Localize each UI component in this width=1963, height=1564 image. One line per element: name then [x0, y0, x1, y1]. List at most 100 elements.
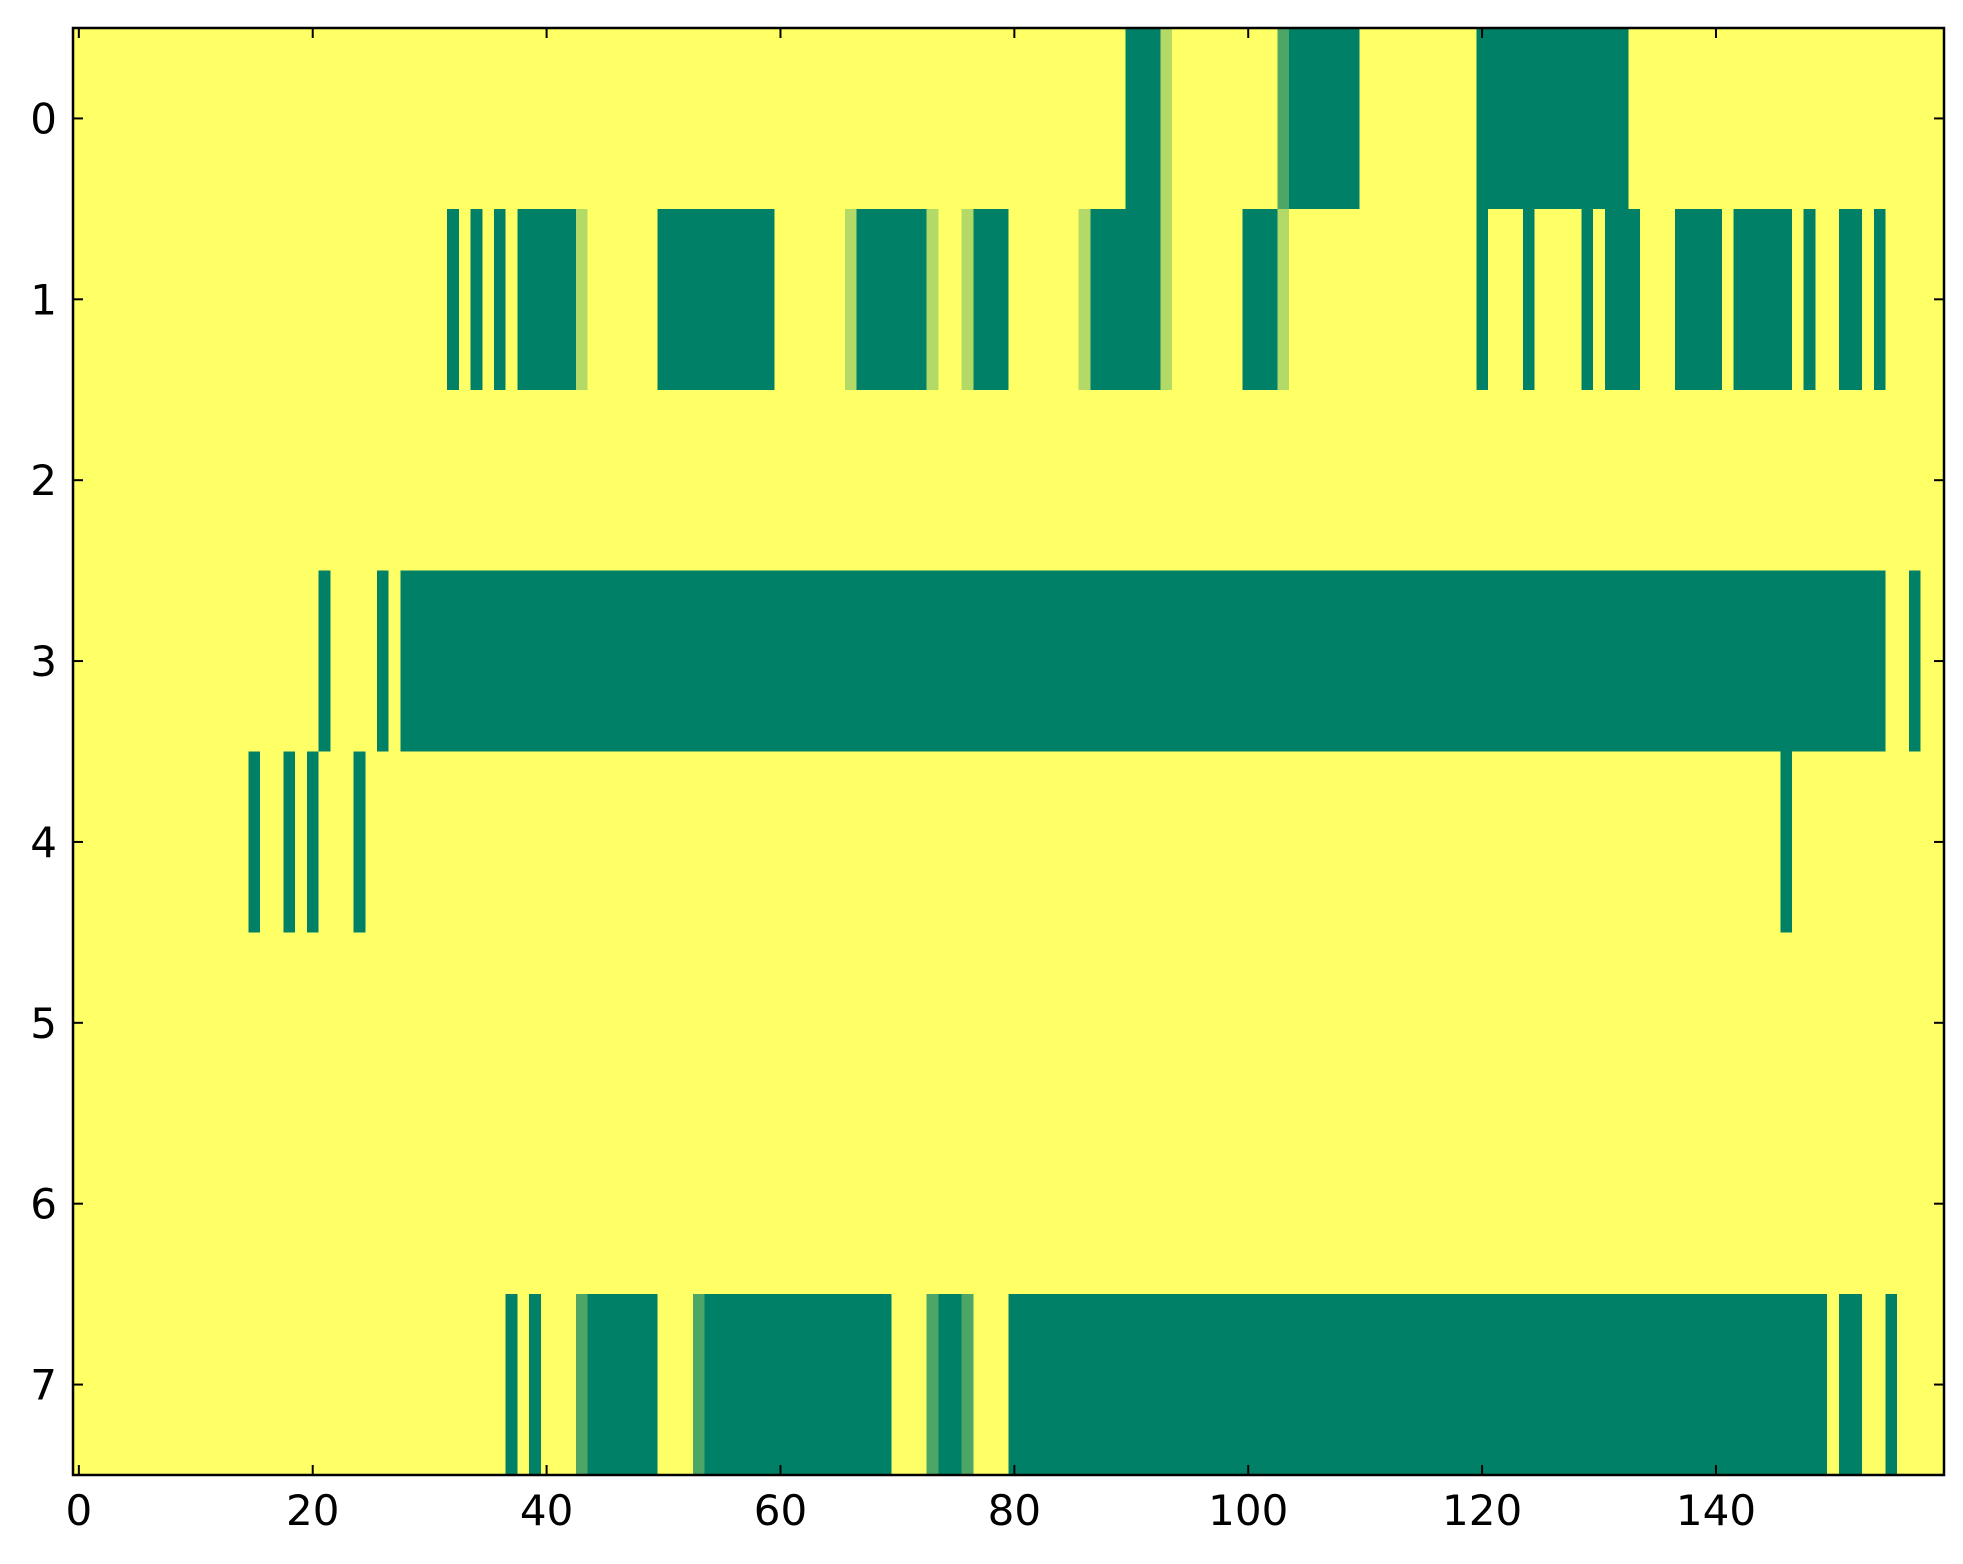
cell	[950, 1294, 963, 1476]
cell	[1254, 389, 1267, 572]
cell	[178, 751, 191, 933]
cell	[1698, 389, 1711, 572]
cell	[1651, 1294, 1664, 1476]
cell	[1102, 751, 1115, 933]
cell	[1791, 208, 1805, 391]
cell	[1476, 751, 1489, 933]
cell	[1745, 1294, 1758, 1476]
cell	[306, 1113, 320, 1295]
cell	[833, 389, 846, 572]
cell	[1207, 389, 1220, 572]
cell	[1873, 932, 1887, 1114]
cell	[1897, 932, 1910, 1114]
cell	[1499, 28, 1512, 210]
cell	[318, 1294, 331, 1476]
cell	[1090, 751, 1103, 933]
cell	[1780, 389, 1793, 572]
cell	[1908, 1113, 1922, 1295]
cell	[1850, 28, 1863, 210]
cell	[1827, 389, 1840, 572]
cell	[1172, 570, 1185, 752]
cell	[1008, 208, 1021, 391]
cell	[435, 570, 448, 752]
cell	[1125, 751, 1138, 933]
cell	[1768, 751, 1781, 933]
cell	[1651, 28, 1664, 210]
cell	[189, 1294, 203, 1476]
cell	[1838, 1294, 1851, 1476]
cell	[1780, 751, 1793, 933]
x-tick-label: 40	[520, 1486, 573, 1535]
cell	[353, 389, 366, 572]
cell	[727, 751, 741, 933]
cell	[435, 208, 448, 391]
cell	[996, 1113, 1009, 1295]
cell	[154, 208, 168, 391]
cell	[1780, 1113, 1793, 1295]
cell	[189, 208, 203, 391]
cell	[1487, 570, 1501, 752]
cell	[1487, 1294, 1501, 1476]
cell	[306, 751, 320, 933]
cell	[1897, 389, 1910, 572]
y-tick-label: 0	[30, 94, 57, 143]
cell	[575, 28, 589, 210]
cell	[1686, 28, 1699, 210]
cell	[108, 570, 121, 752]
cell	[353, 208, 366, 391]
cell	[423, 208, 437, 391]
cell	[681, 570, 694, 752]
cell	[1733, 28, 1746, 210]
cell	[482, 389, 495, 572]
cell	[564, 932, 577, 1114]
cell	[985, 751, 998, 933]
cell	[645, 208, 659, 391]
cell	[575, 932, 589, 1114]
cell	[1429, 1294, 1442, 1476]
cell	[681, 28, 694, 210]
cell	[926, 208, 939, 391]
cell	[1639, 570, 1653, 752]
cell	[1300, 1294, 1314, 1476]
cell	[914, 389, 928, 572]
cell	[1476, 570, 1489, 752]
cell	[1616, 1294, 1629, 1476]
cell	[739, 208, 752, 391]
cell	[400, 751, 413, 933]
cell	[458, 1294, 472, 1476]
cell	[96, 570, 109, 752]
cell	[377, 28, 390, 210]
cell	[84, 28, 97, 210]
cell	[1230, 1294, 1243, 1476]
cell	[798, 932, 811, 1114]
cell	[377, 751, 390, 933]
cell	[681, 1294, 694, 1476]
cell	[985, 28, 998, 210]
cell	[1207, 208, 1220, 391]
cell	[1183, 751, 1197, 933]
cell	[1908, 932, 1922, 1114]
cell	[178, 1113, 191, 1295]
cell	[1499, 208, 1512, 391]
cell	[1604, 570, 1618, 752]
cell	[681, 932, 694, 1114]
cell	[1698, 208, 1711, 391]
cell	[1639, 1294, 1653, 1476]
cell	[1862, 1294, 1875, 1476]
cell	[1090, 1113, 1103, 1295]
cell	[1581, 389, 1594, 572]
cell	[1803, 28, 1816, 210]
cell	[1183, 208, 1197, 391]
cell	[1066, 1113, 1080, 1295]
cell	[1639, 932, 1653, 1114]
cell	[1312, 1113, 1325, 1295]
cell	[470, 389, 483, 572]
cell	[84, 751, 97, 933]
cell	[622, 389, 635, 572]
cell	[844, 1113, 857, 1295]
cell	[1417, 570, 1430, 752]
cell	[529, 570, 542, 752]
cell	[1651, 932, 1664, 1114]
cell	[809, 389, 822, 572]
cell	[1289, 1294, 1302, 1476]
